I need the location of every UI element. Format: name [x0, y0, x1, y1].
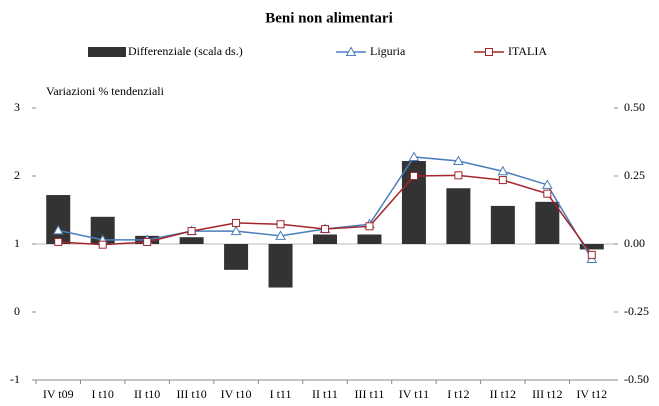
marker: [54, 237, 63, 246]
x-tick-label: IV t11: [399, 387, 429, 401]
y-tick-label: 3: [14, 100, 20, 114]
bar: [490, 205, 515, 244]
marker: [453, 155, 464, 166]
legend-label: Differenziale (scala ds.): [128, 44, 243, 58]
x-tick-label: III t10: [176, 387, 206, 401]
x-tick-label: IV t10: [221, 387, 252, 401]
legend-swatch: [88, 47, 126, 57]
marker: [52, 224, 64, 235]
x-tick-label: II t11: [312, 387, 338, 401]
x-tick-label: I t12: [447, 387, 469, 401]
y2-tick-label: -0.50: [624, 372, 649, 386]
marker: [230, 225, 242, 236]
marker: [321, 225, 329, 234]
marker: [98, 240, 107, 249]
marker: [587, 250, 596, 259]
bar: [179, 237, 204, 244]
bar: [579, 244, 604, 250]
x-tick-label: II t10: [134, 387, 160, 401]
bar: [268, 244, 293, 288]
marker: [543, 189, 552, 198]
y-tick-label: 2: [14, 168, 20, 182]
marker: [541, 179, 553, 189]
y2-tick-label: -0.25: [624, 304, 649, 318]
marker: [408, 151, 420, 161]
bar: [357, 234, 382, 244]
bar: [312, 234, 338, 244]
y2-tick-label: 0.25: [624, 168, 645, 182]
marker: [454, 171, 463, 180]
x-tick-label: I t10: [92, 387, 114, 401]
marker: [232, 218, 241, 227]
bar: [46, 195, 71, 244]
bar: [446, 188, 471, 244]
x-tick-label: IV t12: [576, 387, 607, 401]
x-tick-label: III t11: [355, 387, 385, 401]
y2-tick-label: 0.00: [624, 236, 645, 250]
bar: [224, 244, 249, 270]
x-tick-label: III t12: [532, 387, 562, 401]
annotation: Variazioni % tendenziali: [46, 84, 165, 98]
legend-marker: [485, 48, 493, 56]
chart-title: Beni non alimentari: [265, 10, 393, 26]
y-tick-label: -1: [10, 372, 20, 386]
y2-tick-label: 0.50: [624, 100, 645, 114]
legend-label: Liguria: [370, 44, 406, 58]
marker: [143, 237, 152, 246]
legend-label: ITALIA: [508, 44, 547, 58]
marker: [187, 227, 196, 236]
y-tick-label: 1: [14, 236, 20, 250]
x-tick-label: II t12: [490, 387, 516, 401]
legend-marker: [345, 46, 357, 56]
marker: [409, 172, 418, 180]
marker: [275, 230, 286, 240]
marker: [498, 176, 507, 185]
bar: [535, 201, 560, 244]
x-tick-label: I t11: [270, 387, 292, 401]
marker: [276, 220, 285, 229]
x-tick-label: IV t09: [43, 387, 74, 401]
marker: [497, 165, 509, 176]
marker: [365, 222, 374, 231]
y-tick-label: 0: [14, 304, 20, 318]
